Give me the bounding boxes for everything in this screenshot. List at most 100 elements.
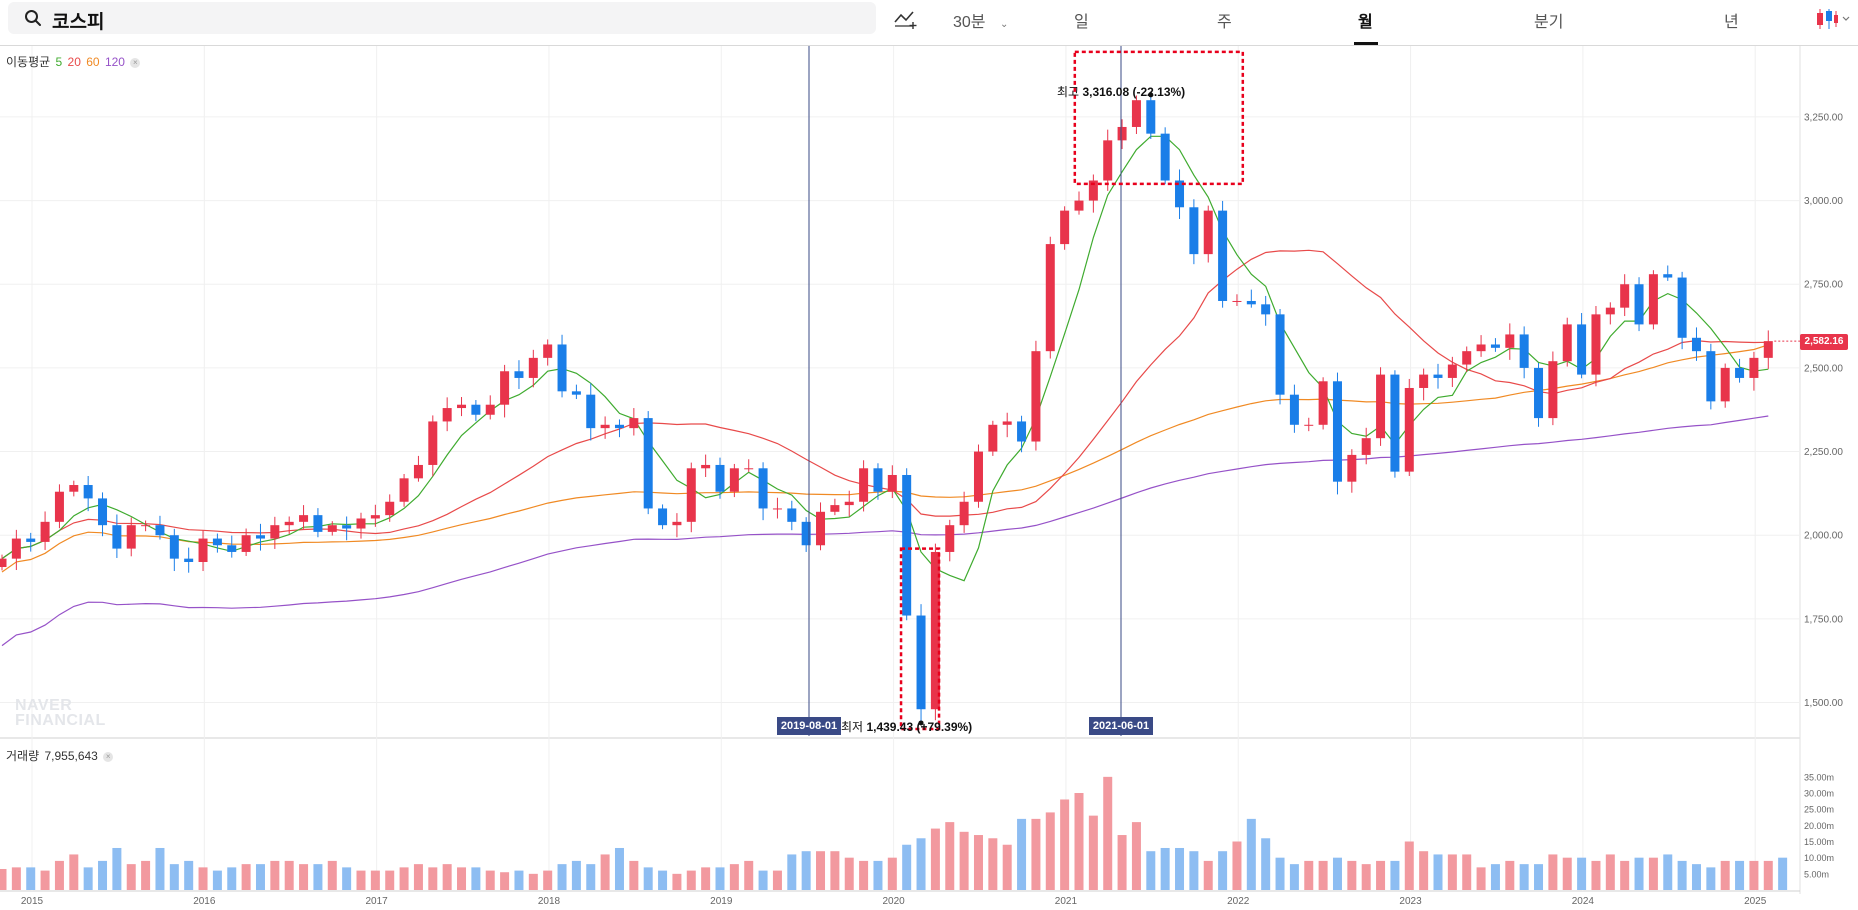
search-box[interactable]: 코스피 — [8, 2, 876, 34]
ma-120-label: 120 — [104, 55, 125, 69]
volume-bar — [1749, 860, 1759, 890]
candle-down — [658, 508, 668, 526]
volume-legend-label: 거래량 — [6, 749, 40, 763]
candle-up — [1361, 438, 1371, 455]
ma-60-label: 60 — [86, 55, 100, 69]
volume-bar — [787, 854, 797, 890]
volume-bar — [299, 864, 309, 890]
candle-up — [442, 408, 452, 422]
candle-up — [973, 451, 983, 502]
year-tick-label: 2020 — [882, 896, 905, 907]
tab-day[interactable]: 일 — [1074, 14, 1089, 31]
close-volume-icon[interactable]: × — [103, 752, 114, 762]
candle-up — [1074, 200, 1084, 211]
high-highlight-box — [1073, 50, 1245, 186]
candle-down — [169, 535, 179, 559]
candle-up — [241, 535, 251, 552]
candle-up — [198, 538, 208, 562]
volume-bar — [1175, 847, 1185, 890]
volume-bar — [26, 867, 36, 890]
volume-bar — [1103, 776, 1113, 890]
volume-bar — [672, 873, 682, 890]
candle-up — [356, 518, 366, 529]
candle-up — [859, 468, 869, 502]
candle-up — [701, 464, 711, 469]
search-query[interactable]: 코스피 — [52, 12, 105, 33]
low-annotation: 최저 1,439.43 (+79.39%) — [841, 718, 972, 735]
candle-up — [1620, 284, 1630, 308]
volume-bar — [1160, 847, 1170, 890]
candle-down — [787, 508, 797, 522]
candle-down — [1490, 344, 1500, 348]
candle-down — [1706, 351, 1716, 402]
ma-5-line — [1, 135, 1769, 582]
volume-bar — [227, 867, 237, 890]
volume-bar — [1735, 860, 1745, 890]
volume-bar — [184, 860, 194, 890]
volume-bar — [1462, 854, 1472, 890]
candle-up — [672, 521, 682, 526]
volume-bar — [69, 854, 79, 890]
volume-bar — [198, 867, 208, 890]
volume-bar — [442, 864, 452, 890]
volume-bar — [772, 870, 782, 890]
volume-bar — [528, 873, 538, 890]
candle-down — [112, 525, 122, 549]
close-ma-icon[interactable]: × — [130, 58, 141, 68]
volume-bar — [1261, 838, 1271, 890]
volume-bar — [930, 828, 940, 890]
low-value: 1,439.43 (+79.39%) — [866, 720, 973, 734]
candle-up — [54, 491, 64, 522]
candle-up — [1376, 374, 1386, 439]
volume-bar — [1146, 851, 1156, 890]
volume-bar — [729, 864, 739, 890]
volume-bar — [715, 867, 725, 890]
volume-bar — [1218, 851, 1228, 890]
volume-bar — [284, 860, 294, 890]
high-label: 최고 — [1057, 85, 1080, 99]
candle-up — [686, 468, 696, 522]
interval-dropdown[interactable]: 30분 ⌄ — [953, 8, 1008, 32]
volume-bar — [701, 867, 711, 890]
volume-bar — [873, 860, 883, 890]
candle-up — [1060, 210, 1070, 245]
volume-bar — [270, 860, 280, 890]
tab-quarter[interactable]: 분기 — [1534, 14, 1564, 31]
volume-bar — [658, 870, 668, 890]
candle-down — [1390, 374, 1400, 472]
candle-down — [227, 545, 237, 552]
candle-up — [1591, 314, 1601, 375]
candle-up — [1763, 341, 1773, 358]
volume-bar — [155, 847, 165, 890]
candle-up — [1562, 324, 1572, 362]
tab-year[interactable]: 년 — [1724, 14, 1739, 31]
volume-bars — [0, 776, 1788, 890]
moving-average-lines — [1, 135, 1769, 647]
volume-bar — [54, 860, 64, 890]
candle-down — [1189, 207, 1199, 255]
volume-bar — [1419, 851, 1429, 890]
candle-down — [614, 424, 624, 429]
volume-bar — [1318, 860, 1328, 890]
volume-bar — [1289, 864, 1299, 890]
candle-down — [155, 525, 165, 536]
volume-bar — [859, 860, 869, 890]
candle-down — [571, 391, 581, 395]
chart-add-indicator-icon[interactable] — [893, 8, 919, 30]
candle-up — [600, 424, 610, 429]
year-tick-label: 2018 — [538, 896, 561, 907]
candle-up — [1088, 180, 1098, 201]
volume-bar — [413, 864, 423, 890]
tab-week[interactable]: 주 — [1217, 14, 1232, 31]
candlestick-type-icon[interactable] — [1815, 7, 1851, 31]
candle-up — [40, 521, 50, 542]
volume-bar — [1706, 867, 1716, 890]
candle-down — [1534, 367, 1544, 419]
candle-up — [1002, 421, 1012, 425]
candle-up — [284, 521, 294, 526]
candle-up — [1103, 140, 1113, 181]
candle-up — [1203, 210, 1213, 255]
stock-chart[interactable]: 2015 2016 2017 2018 2019 2020 2021 2022 2023 2024… — [0, 46, 1858, 910]
volume-bar — [1361, 864, 1371, 890]
tab-month[interactable]: 월 — [1358, 14, 1373, 31]
